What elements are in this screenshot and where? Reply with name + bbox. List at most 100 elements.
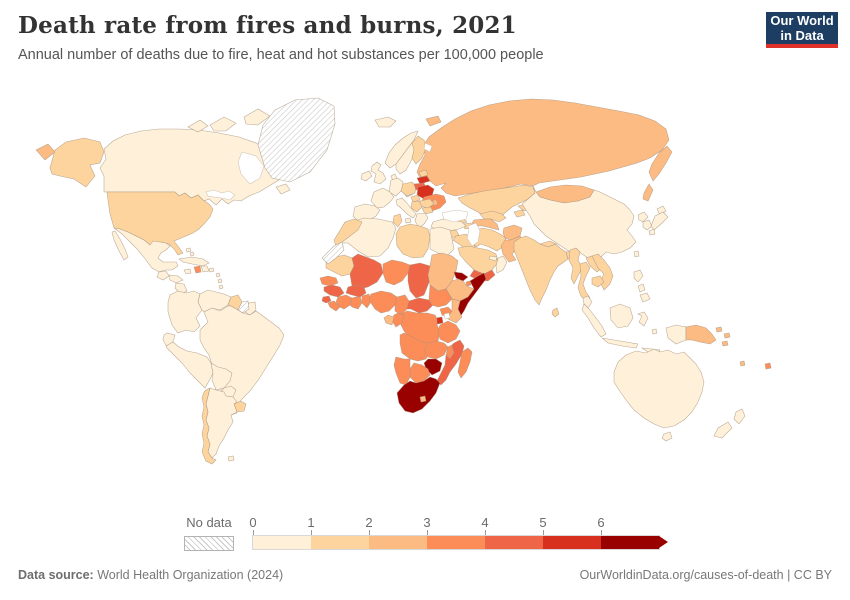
region-australia[interactable] (613, 348, 705, 429)
region-newfoundland[interactable] (275, 183, 291, 195)
region-djibouti[interactable] (465, 280, 472, 287)
region-mali[interactable] (349, 253, 384, 290)
region-somalia[interactable] (457, 272, 487, 318)
region-haiti[interactable] (193, 265, 202, 274)
region-sakhalin[interactable] (642, 183, 654, 202)
no-data-swatch[interactable] (184, 536, 234, 551)
region-lesotho[interactable] (419, 395, 427, 403)
region-arctic-island-1[interactable] (209, 116, 237, 132)
region-baja-california[interactable] (111, 230, 129, 261)
region-moluccas[interactable] (651, 328, 658, 335)
region-west-papua[interactable] (665, 324, 687, 345)
region-greece[interactable] (414, 212, 429, 229)
region-iceland[interactable] (374, 116, 397, 128)
region-nz-north-island[interactable] (733, 408, 746, 425)
region-japan-hokkaido[interactable] (656, 205, 667, 216)
region-ghana[interactable] (349, 295, 363, 310)
region-png-island-1[interactable] (715, 326, 723, 333)
region-arctic-island-4[interactable] (187, 119, 209, 133)
legend-bin-1-2[interactable] (311, 536, 369, 549)
region-papua-new-guinea[interactable] (685, 324, 717, 345)
legend-bin-4-5[interactable] (485, 536, 543, 549)
region-philippines-luzon[interactable] (633, 269, 644, 283)
region-togo-benin[interactable] (361, 293, 372, 309)
region-south-sudan[interactable] (428, 284, 453, 308)
region-sri-lanka[interactable] (551, 307, 560, 318)
region-central-african-republic[interactable] (406, 297, 434, 314)
region-java[interactable] (601, 337, 639, 349)
region-angola[interactable] (399, 332, 431, 362)
region-hungary[interactable] (410, 194, 421, 203)
region-bolivia[interactable] (210, 362, 233, 391)
region-south-korea[interactable] (642, 219, 653, 231)
region-latvia[interactable] (416, 175, 431, 185)
region-dominican-republic[interactable] (200, 265, 210, 273)
region-fiji[interactable] (764, 362, 772, 370)
region-cameroon[interactable] (394, 294, 410, 316)
region-chad[interactable] (407, 262, 433, 299)
region-solomon-islands[interactable] (721, 340, 729, 347)
region-niger[interactable] (382, 259, 411, 286)
region-zambia[interactable] (423, 340, 449, 360)
region-ireland[interactable] (360, 170, 373, 182)
region-japan-kyushu[interactable] (648, 228, 656, 236)
region-puerto-rico[interactable] (208, 267, 215, 273)
region-madagascar[interactable] (457, 347, 473, 379)
region-burkina-faso[interactable] (345, 284, 367, 298)
region-serbia[interactable] (410, 200, 423, 213)
region-guinea[interactable] (323, 284, 345, 298)
region-sierra-leone[interactable] (321, 295, 332, 304)
region-antilles-2[interactable] (217, 278, 223, 284)
region-philippines-visayas[interactable] (637, 283, 646, 293)
region-estonia[interactable] (418, 169, 429, 178)
region-ivory-coast[interactable] (335, 294, 353, 310)
region-libya[interactable] (395, 223, 431, 259)
region-tunisia[interactable] (392, 213, 403, 228)
region-mexico[interactable] (113, 227, 179, 273)
region-taiwan[interactable] (633, 250, 640, 258)
region-argentina[interactable] (205, 387, 238, 459)
region-france[interactable] (370, 187, 395, 209)
region-nigeria[interactable] (368, 290, 398, 314)
region-myanmar[interactable] (568, 247, 583, 285)
region-guatemala[interactable] (156, 270, 170, 281)
region-jamaica[interactable] (183, 268, 192, 275)
region-congo[interactable] (391, 312, 405, 328)
region-vietnam[interactable] (591, 253, 614, 291)
region-liberia[interactable] (327, 300, 341, 312)
region-kazakhstan[interactable] (457, 184, 536, 218)
region-chile[interactable] (201, 387, 217, 465)
region-colombia[interactable] (167, 290, 203, 334)
region-borneo[interactable] (609, 303, 634, 329)
region-norway[interactable] (384, 130, 419, 169)
region-japan-honshu[interactable] (650, 211, 669, 231)
region-gabon[interactable] (383, 314, 395, 326)
region-greenland[interactable] (257, 97, 336, 183)
region-arctic-island-2[interactable] (243, 108, 271, 126)
region-antilles-1[interactable] (215, 272, 221, 278)
region-italy[interactable] (395, 197, 417, 219)
region-nz-south-island[interactable] (713, 421, 733, 439)
region-tasmania[interactable] (661, 431, 673, 442)
region-united-kingdom[interactable] (370, 161, 387, 185)
region-uae[interactable] (488, 255, 498, 262)
region-philippines-mindanao[interactable] (639, 292, 651, 303)
region-chukotka-west[interactable] (35, 143, 56, 161)
region-kenya[interactable] (447, 298, 463, 324)
legend-arrow[interactable] (659, 536, 668, 548)
legend-bin-5-6[interactable] (543, 536, 601, 549)
region-vanuatu[interactable] (739, 360, 746, 367)
region-senegal[interactable] (319, 275, 339, 287)
region-bahamas-2[interactable] (189, 251, 195, 257)
region-north-korea[interactable] (637, 211, 649, 223)
region-honduras[interactable] (168, 274, 184, 284)
footer-link[interactable]: OurWorldinData.org/causes-of-death | CC … (579, 568, 832, 582)
owid-logo[interactable]: Our World in Data (766, 12, 838, 48)
region-egypt[interactable] (429, 226, 455, 256)
region-namibia[interactable] (393, 356, 411, 386)
region-oman[interactable] (495, 255, 508, 274)
region-kamchatka[interactable] (648, 145, 673, 182)
region-cuba[interactable] (178, 256, 210, 267)
region-bahamas-1[interactable] (185, 247, 192, 253)
region-bulgaria[interactable] (421, 206, 434, 215)
